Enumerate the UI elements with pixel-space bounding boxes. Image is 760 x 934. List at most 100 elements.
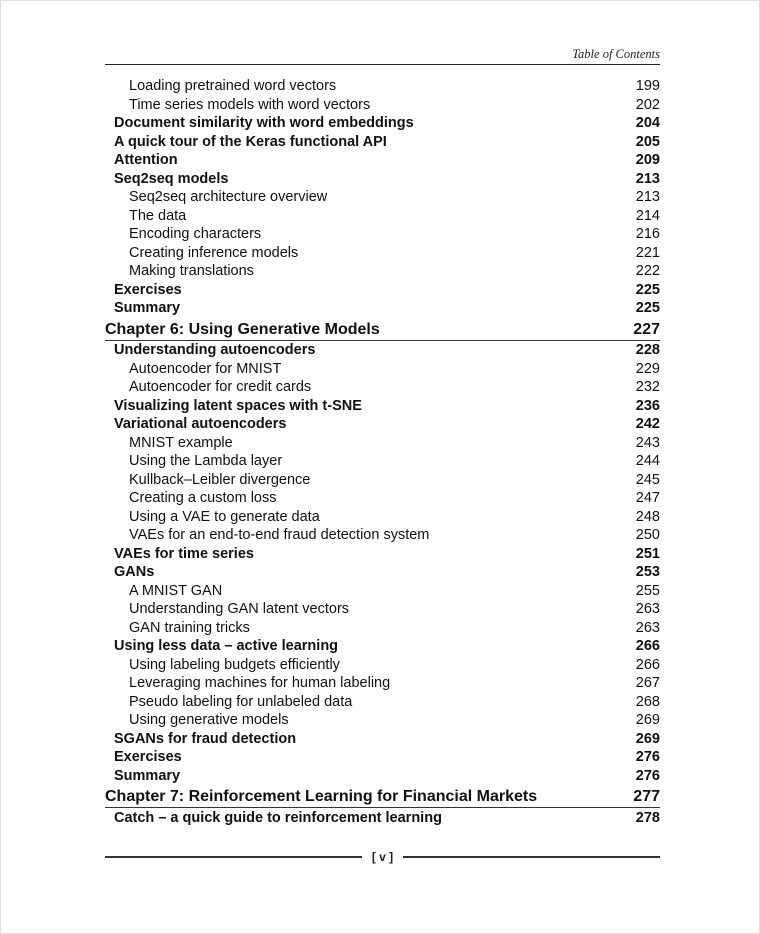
toc-entry-page: 247 <box>635 490 660 506</box>
table-of-contents: Loading pretrained word vectors 199 Time s… <box>105 77 660 827</box>
toc-entry-page: 229 <box>635 360 660 377</box>
toc-entry-page: 269 <box>635 730 660 747</box>
toc-entry-title: Chapter 6: Using Generative Models <box>105 320 380 338</box>
toc-entry[interactable]: Seq2seq architecture overview 213 <box>105 188 660 207</box>
toc-entry-page: 213 <box>635 170 660 187</box>
toc-entry-title: Pseudo labeling for unlabeled data <box>129 693 353 710</box>
toc-entry-page: 266 <box>635 656 660 673</box>
toc-entry[interactable]: Understanding autoencoders 228 <box>105 341 660 360</box>
toc-entry[interactable]: Attention 209 <box>105 151 660 170</box>
toc-entry[interactable]: The data 214 <box>105 207 660 226</box>
toc-entry-title: Understanding GAN latent vectors <box>129 601 350 617</box>
toc-entry[interactable]: A MNIST GAN 255 <box>105 582 660 601</box>
toc-entry-page: 278 <box>635 809 660 826</box>
toc-entry-title: Summary <box>114 767 181 784</box>
toc-entry-title: Leveraging machines for human labeling <box>129 675 391 691</box>
toc-entry-page: 202 <box>635 96 660 113</box>
toc-entry[interactable]: Creating a custom loss 247 <box>105 489 660 508</box>
toc-entry-page: 199 <box>635 78 660 94</box>
toc-entry[interactable]: Using generative models 269 <box>105 711 660 730</box>
toc-entry-page: 277 <box>633 788 660 805</box>
toc-entry[interactable]: Summary 276 <box>105 767 660 786</box>
toc-entry-title: Using generative models <box>129 712 289 728</box>
toc-entry-title: Exercises <box>114 281 182 298</box>
toc-entry-title: A quick tour of the Keras functional API <box>114 133 387 150</box>
toc-entry-title: Using less data – active learning <box>114 638 339 654</box>
toc-entry-title: Catch – a quick guide to reinforcement l… <box>114 809 442 826</box>
toc-entry[interactable]: Kullback–Leibler divergence 245 <box>105 471 660 490</box>
toc-entry[interactable]: Encoding characters 216 <box>105 225 660 244</box>
toc-entry-page: 216 <box>635 226 660 242</box>
toc-entry-page: 251 <box>635 545 660 562</box>
toc-chapter-entry[interactable]: Chapter 7: Reinforcement Learning for Fi… <box>105 787 660 808</box>
toc-entry-page: 248 <box>635 508 660 525</box>
toc-entry-page: 266 <box>635 638 660 654</box>
toc-entry-title: Kullback–Leibler divergence <box>129 471 311 488</box>
toc-entry[interactable]: Using less data – active learning 266 <box>105 637 660 656</box>
toc-entry-page: 269 <box>635 712 660 728</box>
footer-rule-left <box>105 856 362 858</box>
toc-entry-title: Using a VAE to generate data <box>129 508 320 525</box>
toc-entry-title: Encoding characters <box>129 226 262 242</box>
toc-entry-page: 225 <box>635 300 660 316</box>
toc-entry[interactable]: Summary 225 <box>105 299 660 318</box>
toc-entry-title: Variational autoencoders <box>114 416 287 432</box>
toc-entry[interactable]: Document similarity with word embeddings… <box>105 114 660 133</box>
toc-entry[interactable]: Making translations 222 <box>105 262 660 281</box>
toc-entry[interactable]: Time series models with word vectors 202 <box>105 96 660 115</box>
toc-entry-title: Using labeling budgets efficiently <box>129 656 340 673</box>
toc-entry-title: Summary <box>114 300 181 316</box>
toc-entry-title: MNIST example <box>129 434 233 451</box>
toc-entry-page: 205 <box>635 133 660 150</box>
toc-entry-title: Chapter 7: Reinforcement Learning for Fi… <box>105 788 538 805</box>
toc-entry-title: VAEs for an end-to-end fraud detection s… <box>129 527 430 543</box>
toc-entry-page: 263 <box>635 619 660 636</box>
toc-entry-title: Seq2seq models <box>114 170 229 187</box>
toc-entry[interactable]: Leveraging machines for human labeling 26… <box>105 674 660 693</box>
toc-entry-page: 213 <box>635 189 660 205</box>
toc-entry[interactable]: VAEs for an end-to-end fraud detection s… <box>105 526 660 545</box>
toc-entry[interactable]: SGANs for fraud detection 269 <box>105 730 660 749</box>
toc-entry-page: 225 <box>635 281 660 298</box>
toc-chapter-entry[interactable]: Chapter 6: Using Generative Models 227 <box>105 320 660 341</box>
toc-entry-title: Exercises <box>114 749 182 765</box>
toc-entry[interactable]: MNIST example 243 <box>105 434 660 453</box>
toc-entry[interactable]: Autoencoder for MNIST 229 <box>105 360 660 379</box>
toc-entry-page: 276 <box>635 749 660 765</box>
toc-entry-page: 209 <box>635 152 660 168</box>
toc-entry[interactable]: Seq2seq models 213 <box>105 170 660 189</box>
toc-entry-page: 276 <box>635 767 660 784</box>
toc-entry[interactable]: Understanding GAN latent vectors 263 <box>105 600 660 619</box>
toc-entry[interactable]: Autoencoder for credit cards 232 <box>105 378 660 397</box>
toc-entry[interactable]: Loading pretrained word vectors 199 <box>105 77 660 96</box>
toc-entry[interactable]: Pseudo labeling for unlabeled data 268 <box>105 693 660 712</box>
page-number: [ v ] <box>371 850 394 864</box>
toc-entry[interactable]: Using labeling budgets efficiently 266 <box>105 656 660 675</box>
footer-rule-right <box>403 856 660 858</box>
toc-entry-page: 245 <box>635 471 660 488</box>
toc-entry[interactable]: Creating inference models 221 <box>105 244 660 263</box>
toc-entry[interactable]: Exercises 225 <box>105 281 660 300</box>
toc-entry[interactable]: Exercises 276 <box>105 748 660 767</box>
toc-entry[interactable]: GANs 253 <box>105 563 660 582</box>
toc-entry-page: 204 <box>635 115 660 131</box>
toc-entry[interactable]: GAN training tricks 263 <box>105 619 660 638</box>
toc-entry-title: GAN training tricks <box>129 619 250 636</box>
toc-entry-title: VAEs for time series <box>114 545 254 562</box>
running-header: Table of Contents <box>105 47 660 65</box>
toc-entry[interactable]: Using the Lambda layer 244 <box>105 452 660 471</box>
toc-entry-title: The data <box>129 207 187 224</box>
toc-entry-page: 236 <box>635 397 660 414</box>
toc-entry-title: Creating inference models <box>129 244 299 261</box>
toc-entry-title: Autoencoder for credit cards <box>129 379 312 395</box>
toc-entry[interactable]: Variational autoencoders 242 <box>105 415 660 434</box>
toc-entry[interactable]: Visualizing latent spaces with t-SNE 236 <box>105 397 660 416</box>
toc-entry-page: 222 <box>635 263 660 279</box>
toc-entry[interactable]: Catch – a quick guide to reinforcement l… <box>105 809 660 828</box>
toc-entry[interactable]: A quick tour of the Keras functional API… <box>105 133 660 152</box>
toc-entry[interactable]: VAEs for time series 251 <box>105 545 660 564</box>
toc-entry[interactable]: Using a VAE to generate data 248 <box>105 508 660 527</box>
toc-entry-title: Attention <box>114 152 178 168</box>
toc-entry-page: 268 <box>635 693 660 710</box>
